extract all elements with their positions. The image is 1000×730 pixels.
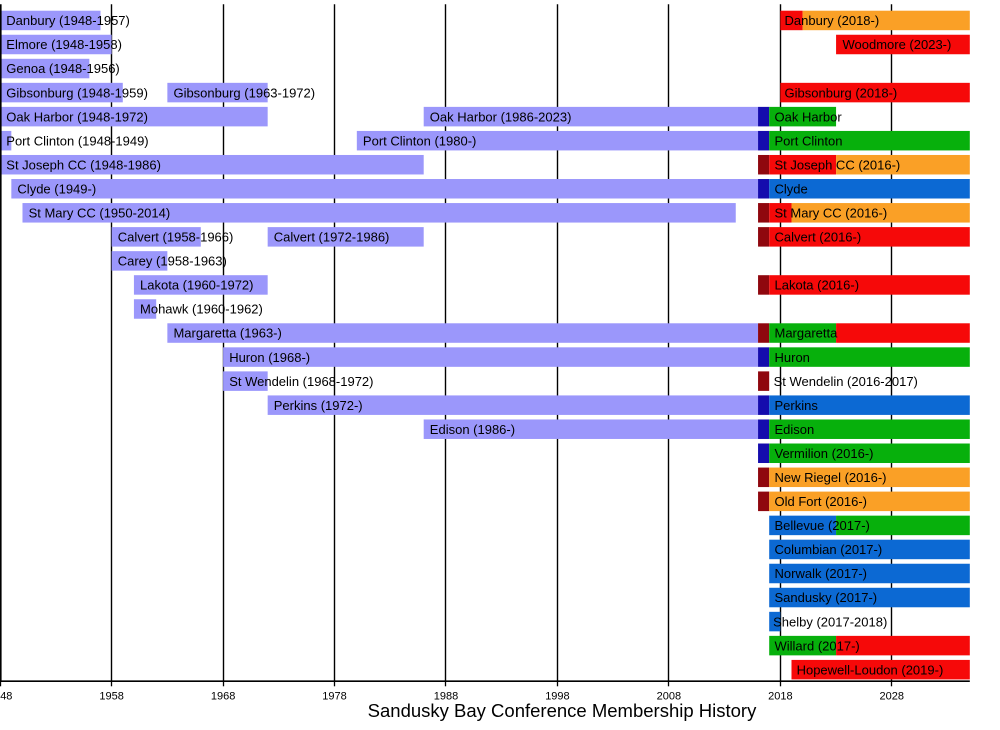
- svg-text:Huron (1968-): Huron (1968-): [229, 350, 310, 365]
- svg-text:Danbury (1948-1957): Danbury (1948-1957): [6, 13, 130, 28]
- svg-text:Clyde: Clyde: [775, 181, 808, 196]
- svg-text:Port Clinton (1980-): Port Clinton (1980-): [363, 133, 476, 148]
- svg-text:Woodmore (2023-): Woodmore (2023-): [842, 37, 951, 52]
- svg-text:Sandusky Bay Conference Member: Sandusky Bay Conference Membership Histo…: [368, 700, 757, 721]
- svg-text:2028: 2028: [880, 690, 904, 702]
- svg-text:Calvert (1958-1966): Calvert (1958-1966): [118, 230, 234, 245]
- svg-text:Sandusky (2017-): Sandusky (2017-): [775, 590, 878, 605]
- svg-text:Carey (1958-1963): Carey (1958-1963): [118, 254, 227, 269]
- svg-text:1998: 1998: [545, 690, 569, 702]
- svg-text:Hopewell-Loudon (2019-): Hopewell-Loudon (2019-): [797, 662, 944, 677]
- svg-text:Huron: Huron: [775, 350, 810, 365]
- svg-text:Calvert (1972-1986): Calvert (1972-1986): [274, 230, 390, 245]
- svg-text:Bellevue (2017-): Bellevue (2017-): [775, 518, 870, 533]
- svg-text:St Joseph CC (2016-): St Joseph CC (2016-): [775, 157, 901, 172]
- svg-text:St Mary CC (2016-): St Mary CC (2016-): [775, 206, 888, 221]
- svg-text:Columbian (2017-): Columbian (2017-): [775, 542, 883, 557]
- svg-text:2018: 2018: [768, 690, 792, 702]
- svg-text:Oak Harbor (1948-1972): Oak Harbor (1948-1972): [6, 109, 148, 124]
- svg-text:Gibsonburg (1963-1972): Gibsonburg (1963-1972): [173, 85, 315, 100]
- svg-text:Perkins (1972-): Perkins (1972-): [274, 398, 363, 413]
- svg-text:Lakota (2016-): Lakota (2016-): [775, 278, 860, 293]
- svg-text:1968: 1968: [211, 690, 235, 702]
- svg-text:Vermilion (2016-): Vermilion (2016-): [775, 446, 874, 461]
- svg-text:Gibsonburg (2018-): Gibsonburg (2018-): [785, 85, 898, 100]
- svg-text:Oak Harbor (1986-2023): Oak Harbor (1986-2023): [430, 109, 572, 124]
- svg-text:Lakota (1960-1972): Lakota (1960-1972): [140, 278, 253, 293]
- svg-text:Genoa (1948-1956): Genoa (1948-1956): [6, 61, 119, 76]
- svg-text:Old Fort (2016-): Old Fort (2016-): [775, 494, 867, 509]
- svg-text:Margaretta: Margaretta: [775, 326, 839, 341]
- svg-text:St Wendelin (2016-2017): St Wendelin (2016-2017): [774, 374, 918, 389]
- svg-text:Perkins: Perkins: [775, 398, 819, 413]
- svg-text:1988: 1988: [434, 690, 458, 702]
- svg-text:New Riegel (2016-): New Riegel (2016-): [775, 470, 887, 485]
- svg-text:Port Clinton (1948-1949): Port Clinton (1948-1949): [6, 133, 148, 148]
- svg-text:Calvert (2016-): Calvert (2016-): [775, 230, 862, 245]
- svg-text:Danbury (2018-): Danbury (2018-): [785, 13, 880, 28]
- svg-text:Edison (1986-): Edison (1986-): [430, 422, 515, 437]
- svg-text:St Joseph CC (1948-1986): St Joseph CC (1948-1986): [6, 157, 161, 172]
- svg-text:2008: 2008: [657, 690, 681, 702]
- svg-text:1958: 1958: [99, 690, 123, 702]
- svg-text:Clyde (1949-): Clyde (1949-): [17, 181, 96, 196]
- svg-text:1978: 1978: [322, 690, 346, 702]
- svg-text:Willard (2017-): Willard (2017-): [775, 638, 860, 653]
- svg-text:Edison: Edison: [775, 422, 815, 437]
- svg-text:St Wendelin (1968-1972): St Wendelin (1968-1972): [229, 374, 373, 389]
- svg-text:Mohawk (1960-1962): Mohawk (1960-1962): [140, 302, 263, 317]
- svg-text:Elmore (1948-1958): Elmore (1948-1958): [6, 37, 122, 52]
- svg-text:Norwalk (2017-): Norwalk (2017-): [775, 566, 867, 581]
- svg-text:Margaretta (1963-): Margaretta (1963-): [173, 326, 281, 341]
- svg-text:1948: 1948: [0, 690, 12, 702]
- svg-text:Oak Harbor: Oak Harbor: [775, 109, 843, 124]
- svg-text:St Mary CC (1950-2014): St Mary CC (1950-2014): [29, 206, 171, 221]
- svg-text:Port Clinton: Port Clinton: [775, 133, 843, 148]
- svg-text:Shelby (2017-2018): Shelby (2017-2018): [773, 614, 887, 629]
- svg-text:Gibsonburg (1948-1959): Gibsonburg (1948-1959): [6, 85, 148, 100]
